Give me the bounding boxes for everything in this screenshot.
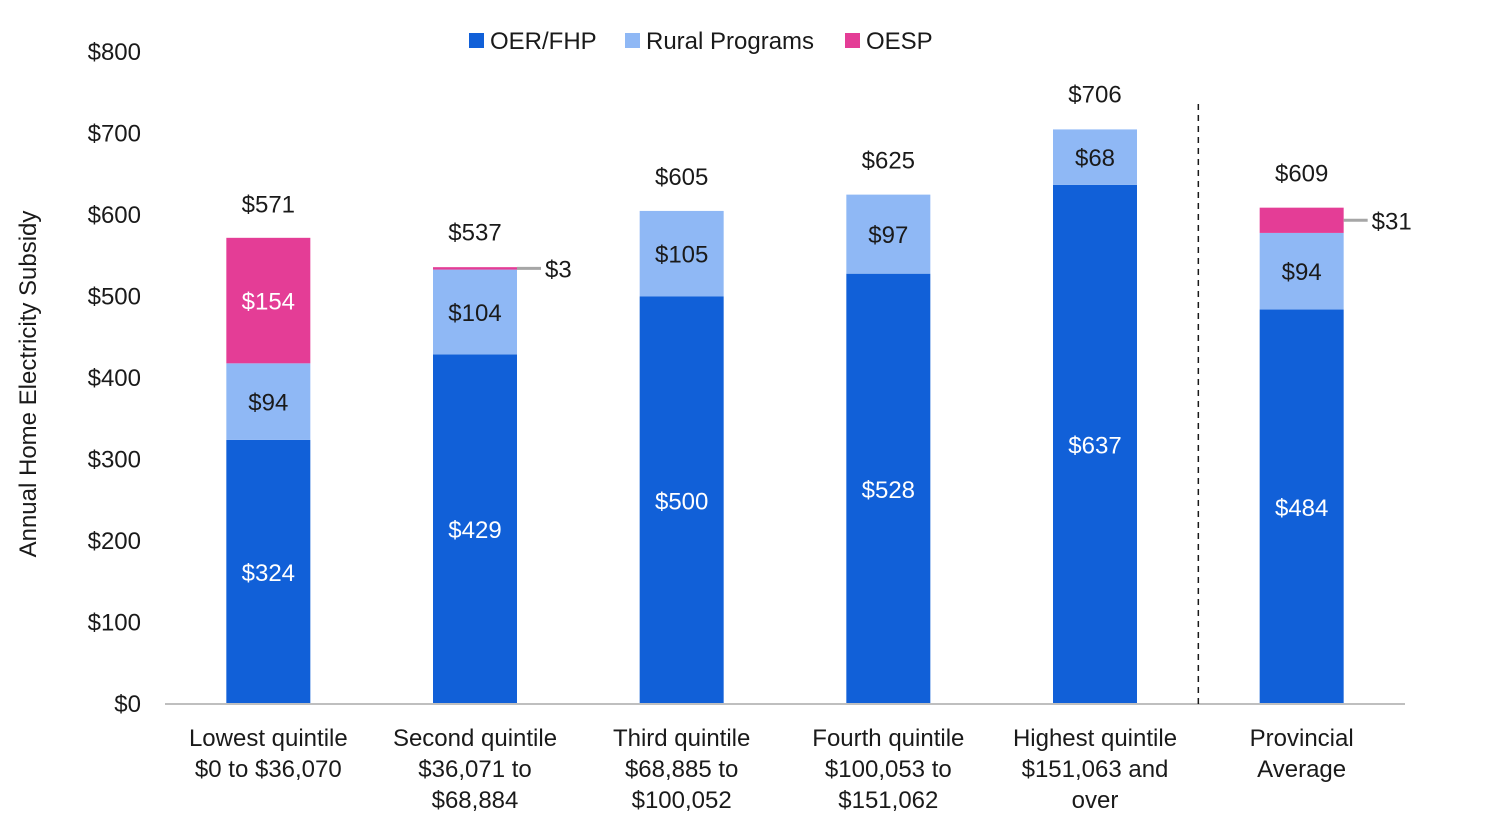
bar-segment [433, 267, 517, 270]
segment-label: $97 [868, 222, 908, 249]
category-label: Highest quintile $151,063 and over [1013, 725, 1177, 814]
bar-segment [1259, 207, 1344, 233]
category-label: Provincial Average [1250, 725, 1354, 783]
bar-segment [1259, 232, 1344, 310]
y-tick-label: $800 [88, 39, 141, 66]
legend-swatch [469, 33, 484, 48]
total-label: $605 [655, 164, 708, 191]
y-tick-label: $400 [88, 365, 141, 392]
total-label: $609 [1275, 161, 1328, 188]
segment-label: $500 [655, 488, 708, 515]
segment-label: $94 [1282, 259, 1322, 286]
segment-label: $105 [655, 242, 708, 269]
y-tick-label: $300 [88, 447, 141, 474]
legend-swatch [845, 33, 860, 48]
legend: OER/FHP Rural Programs OESP [469, 28, 933, 55]
bar-segment [226, 363, 311, 440]
callout-label: $31 [1372, 208, 1412, 235]
bar-segment [226, 439, 311, 704]
segment-label: $94 [248, 390, 288, 417]
segment-label: $484 [1275, 495, 1328, 522]
data-labels: $324 $94 $154 $571 $429 $104 $3 $537 $500 $105 $60… [242, 82, 1412, 587]
y-tick-label: $500 [88, 284, 141, 311]
segment-label: $637 [1068, 432, 1121, 459]
y-axis-ticks: $0 $100 $200 $300 $400 $500 $600 $700 $800 [88, 39, 141, 718]
y-tick-label: $700 [88, 121, 141, 148]
total-label: $625 [862, 148, 915, 175]
bar-segment [1259, 309, 1344, 704]
segment-label: $429 [448, 517, 501, 544]
legend-label: OER/FHP [490, 28, 597, 55]
y-tick-label: $100 [88, 610, 141, 637]
segment-label: $154 [242, 289, 295, 316]
callout-label: $3 [545, 256, 572, 283]
category-label: Fourth quintile $100,053 to $151,062 [812, 725, 964, 814]
bar-segment [433, 354, 517, 704]
bar-segment [1053, 129, 1137, 185]
legend-label: Rural Programs [646, 28, 814, 55]
bar-segment [226, 237, 311, 364]
bar-segment [846, 194, 931, 274]
category-labels: Lowest quintile $0 to $36,070 Second quint… [189, 725, 1354, 814]
bar-segment [1053, 184, 1137, 705]
segment-label: $324 [242, 560, 295, 587]
bar-segment [639, 210, 724, 297]
total-label: $537 [448, 219, 501, 246]
category-label: Third quintile $68,885 to $100,052 [613, 725, 750, 814]
bars [226, 129, 1344, 705]
category-label: Lowest quintile $0 to $36,070 [189, 725, 348, 783]
bar-segment [846, 273, 931, 704]
y-tick-label: $200 [88, 528, 141, 555]
legend-swatch [625, 33, 640, 48]
bar-segment [433, 269, 517, 355]
y-tick-label: $0 [114, 691, 141, 718]
total-label: $706 [1068, 82, 1121, 109]
bar-segment [639, 296, 724, 704]
legend-label: OESP [866, 28, 933, 55]
y-axis-label: Annual Home Electricity Subsidy [15, 211, 42, 558]
segment-label: $528 [862, 477, 915, 504]
segment-label: $104 [448, 300, 501, 327]
category-label: Second quintile $36,071 to $68,884 [393, 725, 557, 814]
segment-label: $68 [1075, 145, 1115, 172]
total-label: $571 [242, 192, 295, 219]
y-tick-label: $600 [88, 202, 141, 229]
